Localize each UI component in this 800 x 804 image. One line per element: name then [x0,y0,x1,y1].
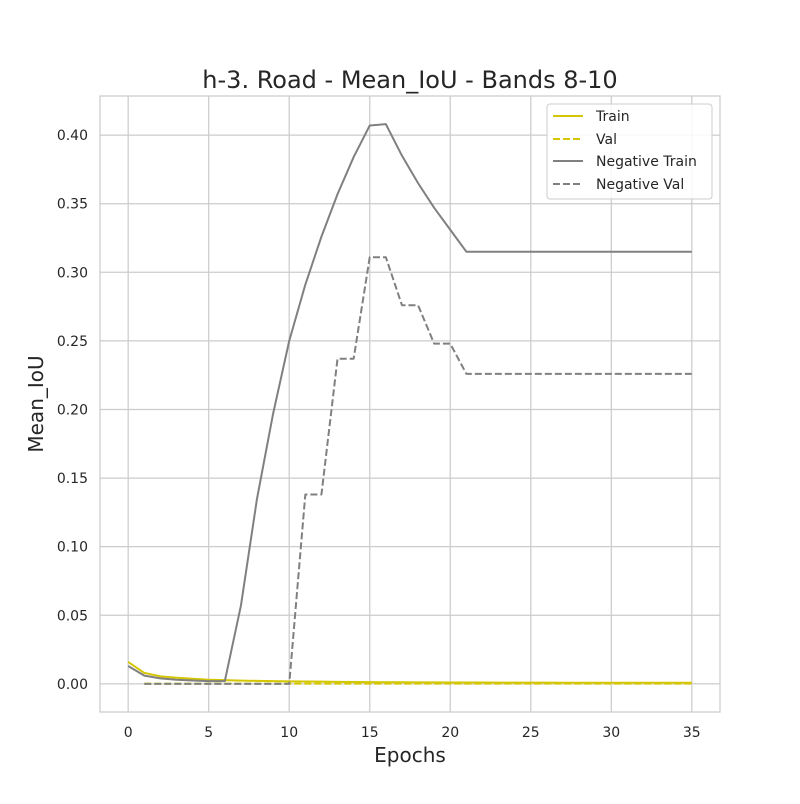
y-tick-label: 0.00 [57,677,88,693]
x-tick-label: 10 [280,725,298,741]
plot-frame [99,95,721,713]
legend-label-negative-val: Negative Val [596,177,684,193]
x-tick-label: 0 [124,725,133,741]
x-tick-label: 30 [602,725,620,741]
legend-box [546,103,713,200]
chart-title: h-3. Road - Mean_IoU - Bands 8-10 [202,66,617,94]
legend-label-negative-train: Negative Train [596,154,697,170]
y-tick-label: 0.05 [57,608,88,624]
x-axis-ticks: 0 5 10 15 20 25 30 35 [124,725,701,741]
y-tick-label: 0.35 [57,197,88,213]
series-line-negative-train [127,123,692,683]
y-tick-label: 0.20 [57,402,88,418]
y-axis-label: Mean_IoU [24,355,48,452]
y-tick-label: 0.30 [57,265,88,281]
x-tick-label: 20 [441,725,459,741]
y-axis-ticks: 0.00 0.05 0.10 0.15 0.20 0.25 0.30 0.35 0.40 [57,128,88,693]
x-axis-label: Epochs [374,743,446,767]
series-lines [127,123,692,685]
y-tick-label: 0.25 [57,334,88,350]
legend: Train Val Negative Train Negative Val [546,103,713,200]
x-tick-label: 15 [361,725,379,741]
series-line-negative-val [144,256,692,685]
legend-label-val: Val [596,132,617,148]
y-tick-label: 0.10 [57,540,88,556]
x-tick-label: 35 [683,725,701,741]
y-tick-label: 0.15 [57,471,88,487]
legend-label-train: Train [595,109,630,125]
y-tick-label: 0.40 [57,128,88,144]
x-tick-label: 25 [522,725,540,741]
x-tick-label: 5 [204,725,213,741]
